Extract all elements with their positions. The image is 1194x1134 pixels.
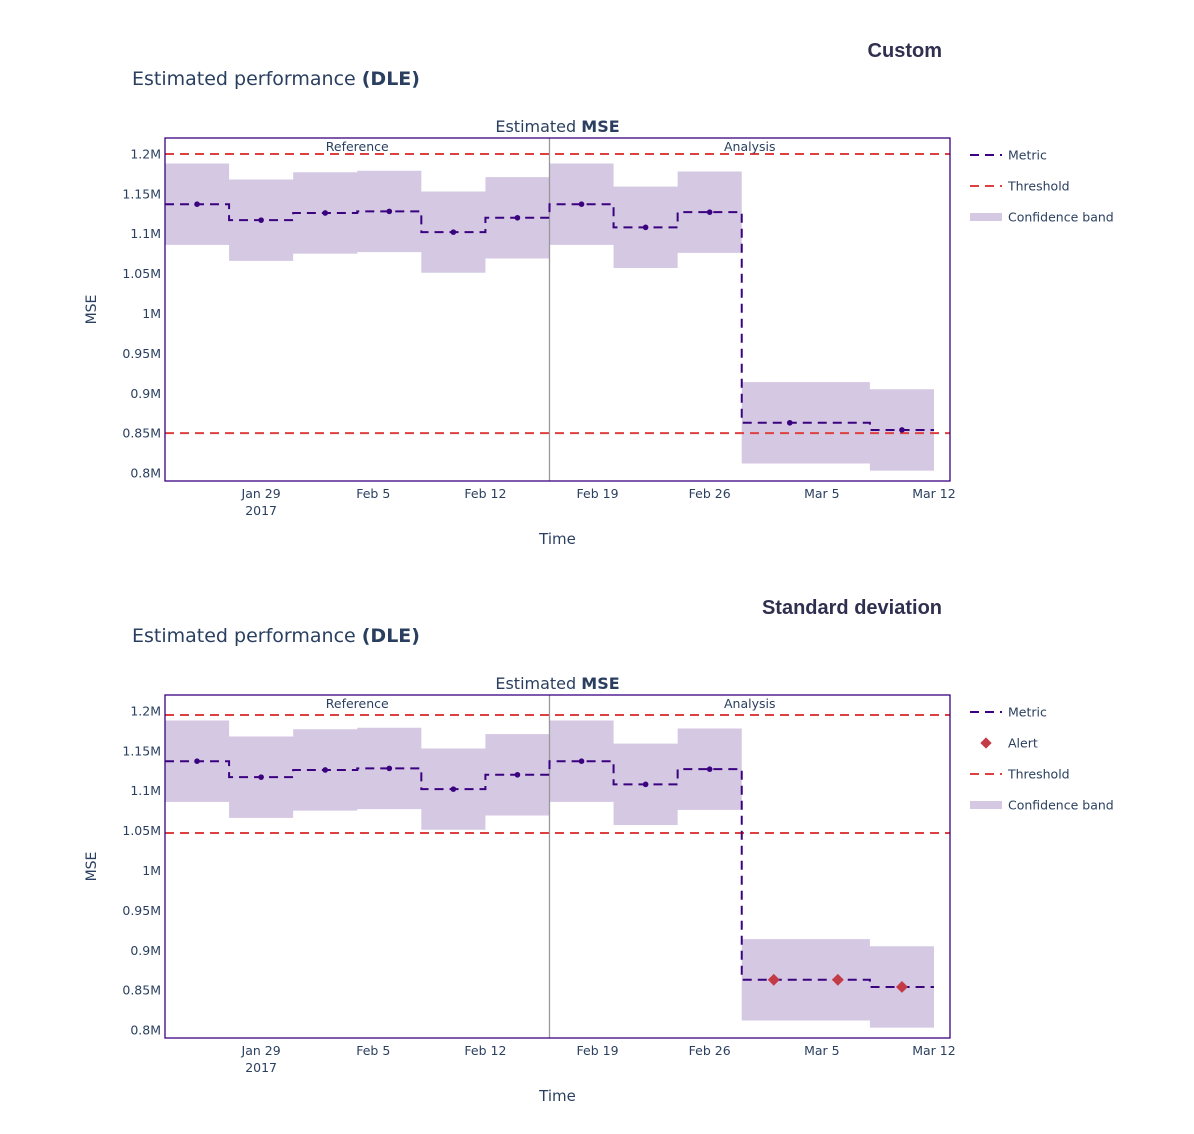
plot-title-prefix: Estimated <box>495 674 581 693</box>
x-axis-label: Time <box>538 530 576 548</box>
metric-marker <box>258 217 264 223</box>
x-tick-label: Jan 29 <box>241 486 281 501</box>
alert-marker <box>895 981 908 993</box>
figure-title-bold: (DLE) <box>361 625 420 647</box>
y-axis-label: MSE <box>84 852 100 882</box>
y-tick-label: 1M <box>142 306 161 321</box>
metric-marker <box>706 766 713 772</box>
y-tick-label: 0.85M <box>122 983 161 998</box>
x-tick-label: Feb 5 <box>356 1043 390 1058</box>
legend-swatch-band <box>970 801 1002 809</box>
x-tick-label: Mar 5 <box>804 1043 840 1058</box>
metric-marker <box>386 208 393 215</box>
figure-title-prefix: Estimated performance <box>132 68 362 90</box>
legend-label: Confidence band <box>1008 798 1114 813</box>
x-tick-year: 2017 <box>245 503 277 518</box>
x-tick-label: Jan 29 <box>241 1043 281 1058</box>
metric-marker <box>322 210 329 216</box>
metric-marker <box>706 209 713 215</box>
y-tick-label: 0.9M <box>130 943 161 958</box>
x-tick-label: Feb 12 <box>464 486 506 501</box>
metric-marker <box>258 774 264 780</box>
x-tick-label: Feb 26 <box>689 486 731 501</box>
chart-svg: Estimated MSE Reference Analysis 0.8M 0.85M 0… <box>84 117 1114 548</box>
legend-label: Confidence band <box>1008 210 1114 225</box>
plot-frame <box>164 694 951 1039</box>
y-tick-label: 0.85M <box>122 426 161 441</box>
figure-title: Estimated performance (DLE) <box>132 68 420 90</box>
metric-marker <box>386 765 393 772</box>
y-tick-label: 1.15M <box>122 743 161 758</box>
legend-label: Alert <box>1008 736 1038 751</box>
metric-marker <box>514 214 521 221</box>
period-label-analysis: Analysis <box>724 696 776 711</box>
plot-frame <box>164 137 951 482</box>
metric-marker <box>578 201 585 208</box>
figure-title: Estimated performance (DLE) <box>132 625 420 647</box>
legend-label: Threshold <box>1007 179 1070 194</box>
y-tick-label: 1.2M <box>130 146 161 161</box>
figure-title-bold: (DLE) <box>361 68 420 90</box>
x-tick-label: Mar 12 <box>912 486 955 501</box>
chart-svg: Estimated MSE Reference Analysis 0.8M 0.85M 0… <box>84 674 1114 1105</box>
metric-marker <box>322 767 329 773</box>
y-tick-label: 0.8M <box>130 1023 161 1038</box>
chart-caption: Standard deviation <box>761 597 942 619</box>
metric-marker <box>578 758 585 765</box>
y-tick-label: 1.1M <box>130 226 161 241</box>
metric-marker <box>450 786 457 792</box>
chart-panel-custom: Custom Estimated performance (DLE) Estim… <box>0 0 1194 560</box>
metric-marker <box>194 758 200 765</box>
x-tick-label: Feb 19 <box>577 1043 619 1058</box>
chart-panel-standard-deviation: Standard deviation Estimated performance… <box>0 557 1194 1117</box>
x-tick-label: Feb 12 <box>464 1043 506 1058</box>
y-tick-label: 1.05M <box>122 823 161 838</box>
period-label-reference: Reference <box>326 139 389 154</box>
plot-title: Estimated MSE <box>495 674 619 693</box>
figure-title-prefix: Estimated performance <box>132 625 362 647</box>
metric-marker <box>786 419 793 426</box>
x-tick-label: Feb 5 <box>356 486 390 501</box>
x-tick-label: Mar 5 <box>804 486 840 501</box>
y-tick-label: 1M <box>142 863 161 878</box>
period-label-reference: Reference <box>326 696 389 711</box>
metric-marker <box>450 229 457 235</box>
x-tick-label: Mar 12 <box>912 1043 955 1058</box>
y-tick-label: 0.9M <box>130 386 161 401</box>
y-tick-label: 0.95M <box>122 346 161 361</box>
metric-marker <box>642 224 649 231</box>
y-tick-label: 0.8M <box>130 466 161 481</box>
plot-title: Estimated MSE <box>495 117 619 136</box>
chart-caption: Custom <box>867 40 942 62</box>
y-tick-label: 1.05M <box>122 266 161 281</box>
legend-swatch-band <box>970 213 1002 221</box>
x-tick-label: Feb 19 <box>577 486 619 501</box>
plot-title-bold: MSE <box>581 674 619 693</box>
y-tick-label: 1.15M <box>122 186 161 201</box>
y-tick-label: 1.1M <box>130 783 161 798</box>
x-tick-label: Feb 26 <box>689 1043 731 1058</box>
metric-marker <box>514 771 521 778</box>
y-tick-label: 1.2M <box>130 703 161 718</box>
legend-swatch-alert <box>980 737 992 749</box>
y-tick-label: 0.95M <box>122 903 161 918</box>
legend-label: Metric <box>1008 148 1047 163</box>
metric-marker <box>642 781 649 788</box>
plot-title-prefix: Estimated <box>495 117 581 136</box>
legend-label: Threshold <box>1007 767 1070 782</box>
y-axis-label: MSE <box>84 295 100 325</box>
legend-label: Metric <box>1008 705 1047 720</box>
plot-title-bold: MSE <box>581 117 619 136</box>
period-label-analysis: Analysis <box>724 139 776 154</box>
x-axis-label: Time <box>538 1087 576 1105</box>
x-tick-year: 2017 <box>245 1060 277 1075</box>
metric-marker <box>194 201 200 208</box>
metric-marker <box>899 427 905 433</box>
